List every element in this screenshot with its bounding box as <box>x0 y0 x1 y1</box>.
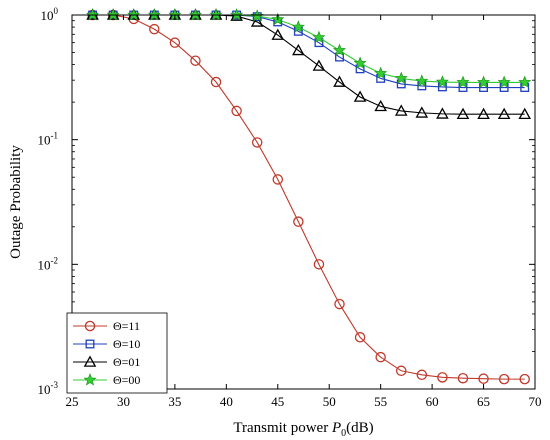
series-2-point <box>353 90 367 102</box>
series-2-point <box>456 107 470 120</box>
series-3-point <box>456 75 470 88</box>
series-0-point <box>519 373 530 385</box>
legend-label: Θ=11 <box>113 319 140 333</box>
series-0-point <box>210 76 222 88</box>
x-tick-label: 70 <box>529 394 542 409</box>
x-axis-label-var: P <box>331 420 341 436</box>
series-0-point <box>169 37 181 48</box>
series-0-point <box>251 137 263 148</box>
series-0-point <box>395 365 407 377</box>
x-tick-label: 50 <box>323 394 336 409</box>
x-tick-label: 35 <box>168 394 181 409</box>
y-tick-label: 10-1 <box>38 131 59 148</box>
series-0-point <box>375 351 386 363</box>
series-2-point <box>250 15 264 27</box>
ticks-layer: 25 30 35 40 45 50 55 60 65 70 100 10-1 10-2 10-3 <box>38 6 542 409</box>
series-3-point <box>415 74 429 87</box>
series-line-0 <box>92 14 525 380</box>
x-tick-label: 45 <box>271 394 284 409</box>
series-3-point <box>127 8 141 21</box>
series-3-point <box>312 30 326 44</box>
series-0-point <box>272 174 284 185</box>
series-2-point <box>497 107 511 120</box>
series-2-point <box>394 104 408 116</box>
series-0-point <box>190 55 201 66</box>
series-3-point <box>147 8 161 21</box>
series-3-point <box>374 66 388 79</box>
series-0-point <box>437 372 448 383</box>
series-3-point <box>333 43 347 56</box>
y-axis-label: Outage Probability <box>8 145 24 259</box>
series-3-point <box>188 8 202 21</box>
series-2-point <box>477 107 490 120</box>
legend-marker <box>85 339 95 349</box>
series-0-point <box>293 216 304 227</box>
series-0-point <box>416 369 428 381</box>
series-3-point <box>291 20 305 33</box>
series-2-point <box>518 107 532 120</box>
series-2-point <box>333 75 346 87</box>
series-3-point <box>106 8 120 21</box>
series-2-point <box>271 28 285 40</box>
x-tick-label: 55 <box>374 394 387 409</box>
series-0-point <box>354 332 366 343</box>
series-0-point <box>149 23 160 35</box>
series-3-point <box>250 9 264 22</box>
legend-entry: Θ=11 <box>73 319 140 333</box>
x-axis-label-sub: 0 <box>341 428 346 439</box>
legend-label: Θ=01 <box>113 355 140 369</box>
series-3-point <box>477 75 491 88</box>
x-tick-label: 30 <box>117 394 130 409</box>
x-tick-label: 40 <box>220 394 233 409</box>
x-tick-label: 60 <box>426 394 439 409</box>
series-3-point <box>518 75 532 88</box>
x-axis-label-text: Transmit power <box>233 420 332 436</box>
x-tick-label: 25 <box>66 394 79 409</box>
series-3-point <box>230 8 244 21</box>
x-axis-label-unit: (dB) <box>346 420 374 436</box>
series-0-point <box>457 372 469 384</box>
series-2-point <box>312 59 326 71</box>
series-3-point <box>209 8 223 21</box>
series-0-point <box>231 105 242 117</box>
series-0-point <box>334 298 345 310</box>
series-2-point <box>374 99 387 112</box>
series-2-point <box>415 106 429 118</box>
y-tick-label: 10-2 <box>38 255 59 272</box>
series-3-point <box>497 75 511 88</box>
series-2-point <box>292 43 305 56</box>
series-3-point <box>353 56 367 69</box>
series-0-point <box>498 373 510 385</box>
x-axis-label: Transmit power P0(dB) <box>233 420 373 439</box>
axes-layer <box>71 14 536 390</box>
legend-marker <box>84 320 96 332</box>
legend-entry: Θ=10 <box>73 337 140 351</box>
series-2-point <box>436 107 449 119</box>
legend-label: Θ=00 <box>113 373 140 387</box>
legend-label: Θ=10 <box>113 337 140 351</box>
series-3-point <box>394 71 408 84</box>
series-3-point <box>86 8 100 21</box>
legend: Θ=11 Θ=10 Θ=01 Θ=00 <box>66 312 168 394</box>
x-tick-label: 65 <box>477 394 490 409</box>
axes-frame <box>71 14 536 390</box>
y-tick-label: 100 <box>41 6 59 23</box>
y-tick-label: 10-3 <box>38 380 59 397</box>
series-3-point <box>435 75 449 88</box>
legend-marker <box>83 355 97 367</box>
legend-marker <box>83 373 97 386</box>
legend-entry: Θ=00 <box>73 373 140 387</box>
legend-entry: Θ=01 <box>73 355 140 369</box>
series-0-point <box>478 373 489 384</box>
series-0-point <box>313 259 325 270</box>
